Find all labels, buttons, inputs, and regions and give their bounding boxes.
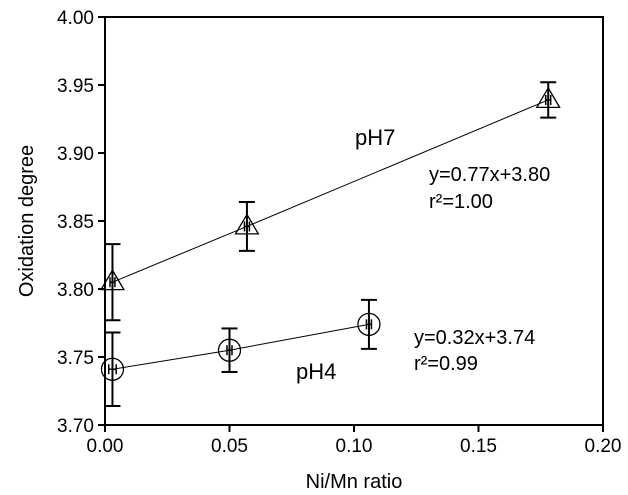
series-label-ph7: pH7 (355, 125, 395, 150)
x-axis-title: Ni/Mn ratio (306, 471, 403, 493)
equation-ph7: y=0.77x+3.80 (429, 164, 550, 186)
y-tick-label: 3.95 (57, 76, 94, 97)
x-tick-label: 0.00 (87, 436, 124, 457)
y-tick-label: 4.00 (57, 8, 94, 29)
y-tick-label: 3.75 (57, 348, 94, 369)
equation-ph4: y=0.32x+3.74 (414, 327, 535, 349)
r2-ph7: r²=1.00 (429, 191, 493, 213)
data-point-ph4 (100, 331, 125, 407)
x-tick-label: 0.15 (460, 436, 497, 457)
plot-frame (104, 16, 604, 426)
x-tick-label: 0.10 (336, 436, 373, 457)
data-point-ph7 (234, 200, 260, 252)
data-point-ph7 (535, 81, 561, 119)
data-point-ph7 (99, 243, 126, 322)
y-tick-label: 3.80 (57, 280, 94, 301)
x-tick-label: 0.05 (211, 436, 248, 457)
y-tick-label: 3.85 (57, 212, 94, 233)
y-tick-label: 3.70 (57, 416, 94, 437)
axis-ticks: 0.00 0.05 0.10 0.15 0.20 3.70 3.75 3.80 3.85 3.90… (57, 8, 621, 457)
series-label-ph4: pH4 (296, 359, 336, 384)
data-point-ph4 (357, 298, 381, 350)
r2-ph4: r²=0.99 (414, 353, 478, 375)
data-points (99, 81, 561, 407)
data-point-ph4 (217, 327, 242, 373)
y-axis-title: Oxidation degree (16, 145, 38, 297)
y-tick-label: 3.90 (57, 144, 94, 165)
x-tick-label: 0.20 (585, 436, 622, 457)
